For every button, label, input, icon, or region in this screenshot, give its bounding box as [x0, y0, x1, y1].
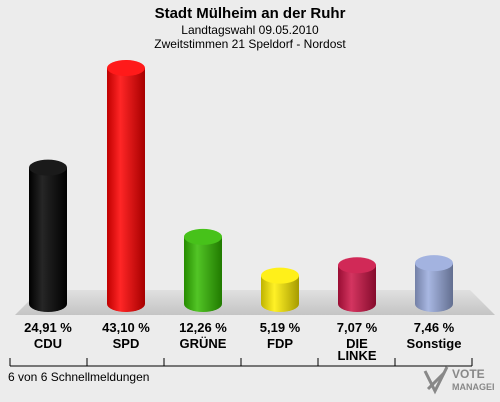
value-label: 24,91 %	[24, 320, 72, 335]
bar-fdp	[261, 267, 299, 312]
bar-cdu	[29, 159, 67, 312]
category-label: GRÜNE	[179, 336, 227, 351]
votemanager-logo: VOTE MANAGER	[422, 363, 499, 397]
svg-text:VOTE: VOTE	[452, 367, 485, 381]
bar-grüne	[184, 228, 222, 312]
value-label: 5,19 %	[259, 320, 301, 335]
value-label: 43,10 %	[102, 320, 150, 335]
footer-status: 6 von 6 Schnellmeldungen	[8, 370, 150, 384]
value-label: 12,26 %	[179, 320, 227, 335]
bar-spd	[107, 60, 145, 312]
category-label: CDU	[33, 336, 63, 351]
category-label: SPD	[112, 336, 140, 351]
bar-die-linke	[338, 257, 376, 312]
value-label: 7,46 %	[413, 320, 455, 335]
value-label: 7,07 %	[336, 320, 378, 335]
category-label: DIE LINKE	[337, 336, 377, 363]
chart-title: Stadt Mülheim an der Ruhr	[154, 5, 346, 22]
svg-text:MANAGER: MANAGER	[452, 382, 494, 392]
chart-subtitle-district: Zweitstimmen 21 Speldorf - Nordost	[154, 37, 346, 51]
bar-sonstige	[415, 255, 453, 312]
category-label: Sonstige	[406, 336, 462, 351]
chart-subtitle-date: Landtagswahl 09.05.2010	[181, 23, 319, 37]
category-label: FDP	[267, 336, 293, 351]
